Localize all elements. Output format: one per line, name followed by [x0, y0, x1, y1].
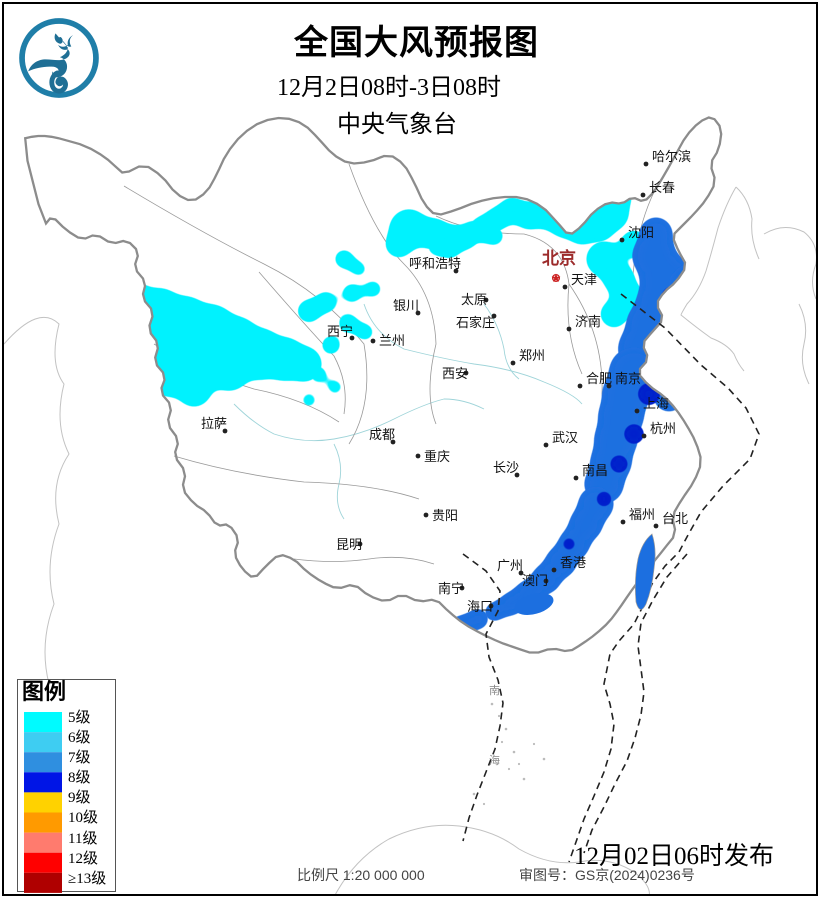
svg-text:福州: 福州 [629, 507, 655, 522]
svg-text:海口: 海口 [467, 599, 493, 614]
svg-text:长沙: 长沙 [493, 460, 519, 475]
svg-text:长春: 长春 [649, 180, 675, 195]
svg-text:香港: 香港 [560, 555, 586, 570]
svg-text:合肥: 合肥 [586, 371, 612, 386]
svg-text:北京: 北京 [542, 248, 576, 268]
svg-text:兰州: 兰州 [379, 333, 405, 348]
svg-text:拉萨: 拉萨 [201, 416, 227, 431]
svg-text:上海: 上海 [643, 396, 669, 411]
svg-text:银川: 银川 [393, 298, 419, 313]
svg-text:台北: 台北 [662, 511, 688, 526]
svg-text:广州: 广州 [497, 558, 523, 573]
svg-text:南: 南 [489, 684, 500, 697]
svg-text:昆明: 昆明 [336, 537, 362, 552]
svg-text:澳门: 澳门 [522, 573, 548, 588]
svg-text:哈尔滨: 哈尔滨 [652, 149, 691, 164]
svg-text:呼和浩特: 呼和浩特 [409, 256, 461, 271]
svg-text:武汉: 武汉 [552, 430, 578, 445]
svg-text:太原: 太原 [461, 292, 487, 307]
svg-text:成都: 成都 [369, 427, 395, 442]
svg-text:海: 海 [489, 753, 500, 767]
svg-text:南昌: 南昌 [582, 463, 608, 478]
svg-text:南宁: 南宁 [438, 581, 464, 596]
svg-text:天津: 天津 [571, 272, 597, 287]
svg-text:西宁: 西宁 [327, 324, 353, 339]
svg-text:南京: 南京 [615, 371, 641, 386]
svg-text:济南: 济南 [575, 314, 601, 329]
svg-text:石家庄: 石家庄 [456, 315, 495, 330]
svg-text:西安: 西安 [442, 366, 468, 381]
svg-text:郑州: 郑州 [519, 348, 545, 363]
svg-text:杭州: 杭州 [650, 421, 676, 436]
svg-text:沈阳: 沈阳 [628, 225, 654, 240]
svg-text:贵阳: 贵阳 [432, 508, 458, 523]
svg-text:重庆: 重庆 [424, 449, 450, 464]
